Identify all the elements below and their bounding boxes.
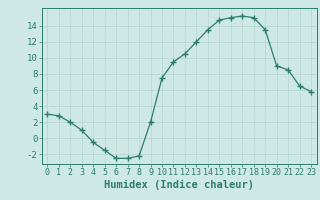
X-axis label: Humidex (Indice chaleur): Humidex (Indice chaleur) <box>104 180 254 190</box>
